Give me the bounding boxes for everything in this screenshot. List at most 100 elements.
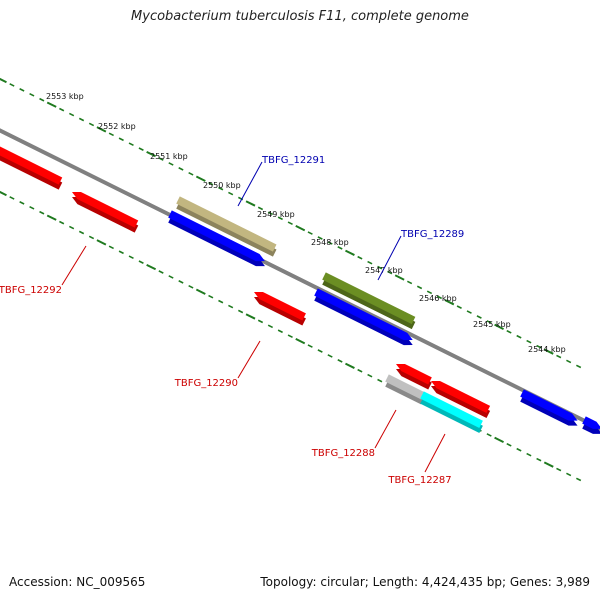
ruler-tick bbox=[39, 97, 45, 102]
gene-feature-plus-5[interactable] bbox=[520, 389, 578, 426]
ruler-tick bbox=[377, 378, 383, 383]
ruler-tick bbox=[394, 274, 405, 281]
ruler-tick bbox=[287, 221, 293, 226]
ruler-tick bbox=[39, 210, 45, 215]
genome-backbone bbox=[0, 128, 600, 431]
gene-feature-minus-5[interactable] bbox=[431, 380, 491, 419]
gene-feature-tbfg_12290[interactable] bbox=[254, 291, 306, 326]
ruler-tick bbox=[307, 231, 313, 235]
ruler-tick bbox=[575, 477, 582, 482]
gene-feature-tbfg_12291[interactable] bbox=[176, 196, 277, 257]
ruler-tick bbox=[46, 214, 57, 221]
gene-feature-plus-4[interactable] bbox=[314, 288, 413, 346]
accession-label: Accession: NC_009565 bbox=[9, 575, 146, 589]
ruler-tick bbox=[543, 348, 554, 355]
ruler-tick bbox=[566, 472, 572, 477]
ruler-tick bbox=[78, 230, 85, 235]
ruler-tick bbox=[68, 225, 75, 230]
ruler-tick bbox=[516, 447, 522, 452]
ruler-tick bbox=[416, 285, 423, 290]
ruler-tick bbox=[466, 310, 472, 314]
ruler-tick bbox=[96, 126, 107, 133]
topology-label: Topology: circular; Length: 4,424,435 bp… bbox=[260, 575, 590, 589]
ruler-label: 2548 kbp bbox=[311, 238, 349, 247]
ruler-label: 2549 kbp bbox=[257, 210, 295, 219]
ruler-tick bbox=[245, 313, 256, 320]
ruler-tick bbox=[556, 467, 562, 472]
callout-line bbox=[377, 235, 402, 281]
ruler-tick bbox=[218, 299, 224, 304]
gene-feature-plus-6[interactable] bbox=[582, 416, 600, 434]
ruler-tick bbox=[237, 309, 244, 314]
callout-line bbox=[374, 409, 397, 449]
ruler-tick bbox=[178, 280, 184, 284]
ruler-tick bbox=[486, 433, 492, 437]
ruler-labels: 2553 kbp 2552 kbp 2551 kbp 2550 kbp 2549 kbp… bbox=[46, 92, 566, 354]
ruler-tick bbox=[536, 457, 542, 462]
ruler-tick bbox=[357, 255, 363, 260]
ruler-tick bbox=[387, 270, 393, 275]
ruler-tick bbox=[138, 260, 144, 264]
ruler-tick bbox=[29, 92, 35, 97]
map-title: Mycobacterium tuberculosis F11, complete… bbox=[131, 9, 469, 24]
ruler-tick bbox=[0, 77, 7, 84]
ruler-tick bbox=[168, 275, 174, 279]
gene-label-tbfg_12289[interactable]: TBFG_12289 bbox=[400, 229, 464, 240]
gene-label-tbfg_12288[interactable]: TBFG_12288 bbox=[311, 448, 375, 459]
ruler-tick bbox=[506, 442, 512, 447]
ruler-tick bbox=[267, 324, 274, 329]
ruler-tick bbox=[486, 320, 492, 324]
ruler-tick bbox=[287, 334, 293, 339]
gene-feature-tbfg_12287[interactable] bbox=[420, 391, 483, 433]
ruler-tick bbox=[9, 196, 15, 200]
ruler-tick bbox=[228, 304, 234, 309]
ruler-label: 2545 kbp bbox=[473, 320, 511, 329]
gene-label-tbfg_12292[interactable]: TBFG_12292 bbox=[0, 285, 62, 296]
gene-feature-plus-1[interactable] bbox=[168, 210, 265, 267]
ruler-tick bbox=[307, 344, 313, 348]
ruler-tick bbox=[19, 88, 25, 92]
ruler-tick bbox=[317, 236, 323, 240]
ruler-tick bbox=[146, 263, 157, 271]
gene-label-tbfg_12291[interactable]: TBFG_12291 bbox=[261, 155, 325, 166]
ruler-label: 2553 kbp bbox=[46, 92, 84, 101]
ruler-label: 2550 kbp bbox=[203, 181, 241, 190]
gene-feature-minus-1[interactable] bbox=[0, 145, 63, 190]
ruler-tick bbox=[195, 288, 206, 295]
ruler-tick bbox=[357, 368, 363, 373]
ruler-tick bbox=[575, 364, 582, 369]
gene-feature-tbfg_12288[interactable] bbox=[385, 374, 425, 405]
gene-feature-tbfg_12289[interactable] bbox=[322, 272, 416, 330]
gene-callouts: TBFG_12291 TBFG_12289 TBFG_12292 TBFG_12290… bbox=[0, 155, 464, 486]
ruler-tick bbox=[536, 344, 542, 349]
ruler-tick bbox=[526, 452, 532, 457]
gene-label-tbfg_12287[interactable]: TBFG_12287 bbox=[387, 475, 451, 486]
ruler-tick bbox=[494, 323, 504, 331]
ruler-tick bbox=[295, 225, 306, 232]
ruler-tick bbox=[178, 167, 184, 171]
ruler-tick bbox=[337, 359, 343, 363]
callout-line bbox=[237, 161, 263, 207]
ruler-tick bbox=[257, 206, 264, 211]
ruler-tick bbox=[317, 349, 323, 353]
ruler-tick bbox=[218, 186, 224, 191]
callout-line bbox=[61, 245, 87, 286]
ruler-tick bbox=[436, 295, 443, 300]
ruler-tick bbox=[128, 142, 134, 147]
ruler-tick bbox=[118, 250, 124, 255]
ruler-tick bbox=[46, 101, 57, 108]
gene-features[interactable] bbox=[0, 145, 600, 434]
gene-label-tbfg_12290[interactable]: TBFG_12290 bbox=[174, 378, 238, 389]
ruler-tick bbox=[526, 339, 532, 344]
ruler-tick bbox=[96, 239, 107, 246]
ruler-tick bbox=[59, 107, 65, 112]
ruler-tick bbox=[88, 122, 95, 127]
ruler-tick bbox=[377, 265, 383, 270]
ruler-label: 2546 kbp bbox=[419, 294, 457, 303]
ruler-tick bbox=[426, 290, 433, 295]
gene-feature-minus-4[interactable] bbox=[396, 363, 432, 390]
ruler-tick bbox=[108, 132, 114, 137]
ruler-tick bbox=[188, 284, 194, 289]
gene-feature-tbfg_12292[interactable] bbox=[72, 191, 139, 233]
ruler-tick bbox=[516, 334, 522, 339]
